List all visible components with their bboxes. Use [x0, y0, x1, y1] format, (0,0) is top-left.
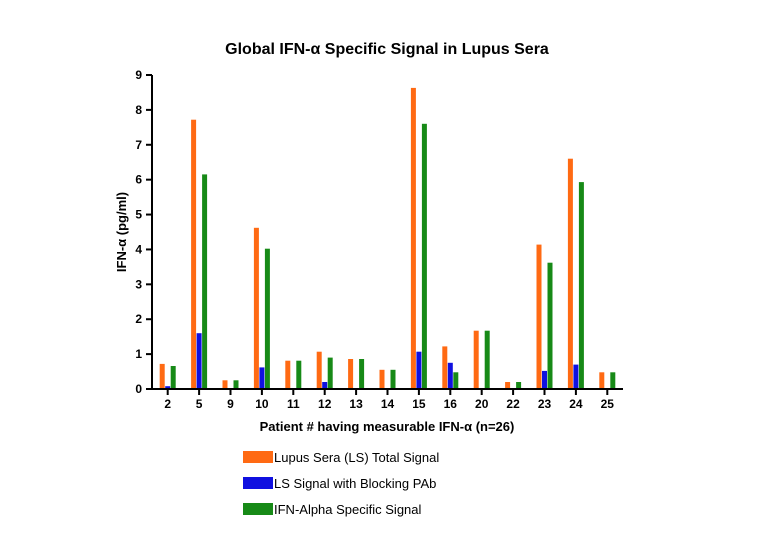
x-tick-label-23: 23 [538, 397, 552, 411]
bar-specific-16 [453, 372, 459, 389]
y-tick-label-4: 4 [135, 242, 142, 256]
chart-title: Global IFN-α Specific Signal in Lupus Se… [225, 41, 549, 58]
legend-label-total: Lupus Sera (LS) Total Signal [274, 449, 440, 465]
bar-blocking-16 [447, 362, 453, 389]
bar-specific-14 [390, 369, 396, 389]
bar-total-15 [410, 87, 416, 390]
bar-specific-24 [578, 182, 584, 389]
legend-swatch-specific [243, 503, 273, 515]
bar-total-2 [159, 363, 165, 389]
bar-specific-23 [547, 262, 553, 389]
x-tick-label-15: 15 [412, 397, 426, 411]
bar-total-22 [505, 382, 511, 389]
y-axis-label: IFN-α (pg/ml) [114, 192, 129, 272]
x-tick-label-22: 22 [506, 397, 520, 411]
bar-specific-12 [327, 357, 333, 389]
legend: Lupus Sera (LS) Total Signal LS Signal w… [243, 444, 439, 522]
x-tick-label-14: 14 [381, 397, 395, 411]
x-tick-label-25: 25 [601, 397, 615, 411]
y-tick-label-6: 6 [135, 173, 142, 187]
bar-blocking-24 [573, 364, 579, 389]
bar-total-25 [599, 372, 605, 389]
legend-label-specific: IFN-Alpha Specific Signal [274, 501, 422, 517]
bar-total-16 [442, 346, 448, 389]
bar-total-11 [285, 360, 291, 389]
bar-total-10 [253, 227, 259, 389]
x-tick-label-9: 9 [227, 397, 234, 411]
y-tick-label-5: 5 [135, 208, 142, 222]
legend-item-total: Lupus Sera (LS) Total Signal [243, 444, 439, 470]
bar-total-23 [536, 244, 542, 389]
x-tick-label-16: 16 [444, 397, 458, 411]
y-tick-label-1: 1 [135, 347, 142, 361]
bar-specific-15 [421, 123, 427, 390]
bar-total-5 [191, 119, 197, 389]
bar-specific-20 [484, 330, 490, 389]
legend-swatch-blocking [243, 477, 273, 489]
bar-total-13 [348, 359, 354, 389]
x-tick-label-11: 11 [287, 397, 300, 411]
bar-specific-2 [170, 366, 176, 389]
y-tick-label-7: 7 [135, 138, 142, 152]
legend-swatch-total [243, 451, 273, 463]
legend-label-blocking: LS Signal with Blocking PAb [274, 475, 437, 491]
x-axis-label: Patient # having measurable IFN-α (n=26) [260, 419, 515, 434]
bar-blocking-12 [322, 382, 328, 389]
bar-total-14 [379, 369, 385, 389]
bar-total-20 [473, 330, 479, 389]
x-tick-label-10: 10 [255, 397, 269, 411]
bar-specific-9 [233, 380, 239, 389]
bar-specific-5 [202, 174, 208, 389]
bar-total-9 [222, 380, 228, 389]
bar-total-24 [567, 158, 573, 389]
y-tick-label-9: 9 [135, 68, 142, 82]
legend-item-specific: IFN-Alpha Specific Signal [243, 496, 439, 522]
x-tick-label-12: 12 [318, 397, 332, 411]
y-tick-label-3: 3 [135, 277, 142, 291]
y-tick-label-2: 2 [135, 312, 142, 326]
bar-blocking-23 [542, 370, 547, 389]
legend-item-blocking: LS Signal with Blocking PAb [243, 470, 439, 496]
bar-specific-22 [516, 382, 522, 389]
y-tick-label-8: 8 [135, 103, 142, 117]
bar-blocking-10 [259, 367, 265, 389]
bar-blocking-5 [196, 333, 202, 389]
x-tick-label-24: 24 [569, 397, 583, 411]
bar-specific-13 [359, 359, 365, 389]
bar-blocking-2 [165, 386, 171, 389]
bar-specific-11 [296, 360, 302, 389]
bar-total-12 [316, 351, 322, 389]
bar-specific-10 [264, 248, 270, 389]
x-tick-label-20: 20 [475, 397, 489, 411]
x-tick-label-2: 2 [164, 397, 171, 411]
x-tick-label-5: 5 [196, 397, 203, 411]
y-tick-label-0: 0 [135, 382, 142, 396]
x-tick-label-13: 13 [349, 397, 363, 411]
bar-specific-25 [610, 372, 616, 389]
bar-blocking-15 [416, 351, 422, 389]
